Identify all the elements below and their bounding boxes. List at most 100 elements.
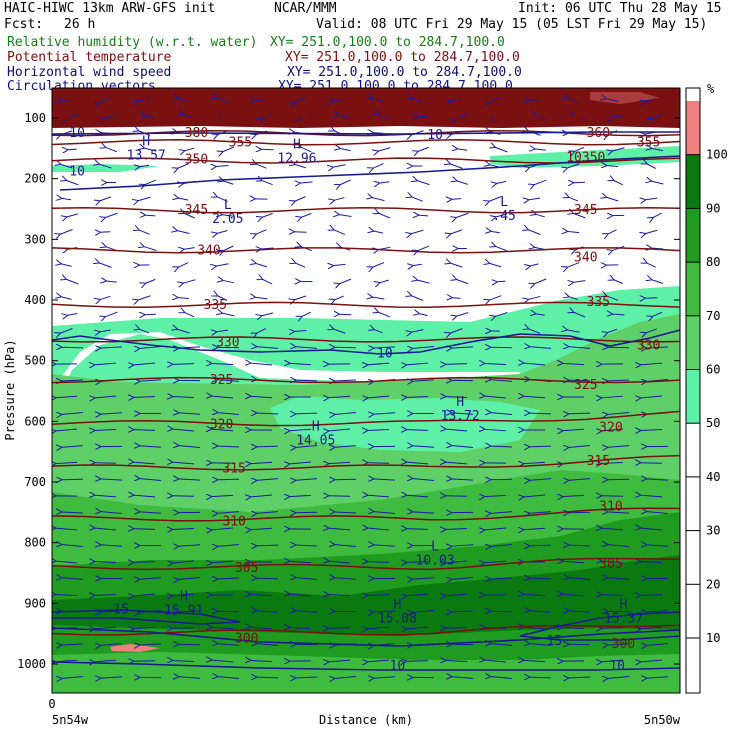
- vector-arrow: [172, 594, 195, 596]
- vector-arrow: [562, 561, 585, 563]
- vector-arrow: [100, 413, 123, 415]
- vector-arrow: [640, 528, 663, 530]
- theta-label-28: 300: [612, 637, 635, 652]
- vector-arrow: [55, 594, 78, 595]
- speed-contour-10-a: [59, 155, 680, 191]
- vector-arrow: [294, 164, 306, 169]
- vector-arrow: [373, 329, 383, 334]
- vector-arrow: [489, 97, 502, 103]
- vector-arrow: [379, 279, 389, 283]
- vector-arrow: [100, 479, 123, 480]
- theta-label-10: 345: [574, 203, 597, 218]
- vector-arrow: [333, 264, 346, 265]
- vector-arrow: [223, 181, 234, 185]
- vector-arrow: [640, 463, 663, 464]
- vector-arrow: [334, 413, 357, 415]
- vector-arrow: [646, 677, 669, 678]
- extremum-value-5: 14.05: [296, 434, 335, 449]
- y-tick-label-200: 200: [24, 172, 46, 186]
- vector-arrow: [94, 463, 117, 464]
- vector-arrow: [445, 364, 468, 365]
- vector-arrow: [451, 479, 474, 480]
- extremum-value-0: 13.57: [127, 148, 166, 163]
- theta-contour-320: [52, 410, 680, 427]
- vector-arrow: [652, 212, 662, 218]
- vector-arrow: [574, 146, 585, 151]
- vector-arrow: [490, 578, 513, 579]
- vector-arrow: [450, 229, 463, 234]
- x-end-label-left: 5n54w: [52, 713, 89, 727]
- vector-arrow: [528, 329, 541, 334]
- vector-arrow: [445, 594, 468, 596]
- vector-arrow: [217, 677, 240, 679]
- vector-arrow: [94, 429, 117, 430]
- vector-arrow: [183, 279, 196, 284]
- theta-contours: [52, 114, 680, 636]
- vector-arrow: [412, 446, 435, 447]
- vector-arrow: [133, 661, 156, 662]
- vector-arrow: [334, 677, 357, 679]
- vector-arrow: [139, 578, 162, 579]
- vector-arrow: [100, 677, 123, 678]
- vector-arrow: [406, 430, 429, 431]
- theta-contour-345: [52, 206, 680, 214]
- vector-arrow: [529, 263, 539, 266]
- colorbar-band-90: [686, 154, 700, 209]
- speed-label-3: 10: [377, 346, 393, 361]
- vector-arrow: [367, 562, 390, 563]
- rh-shading: [52, 88, 680, 693]
- vector-arrow: [144, 148, 157, 152]
- vector-arrow: [640, 430, 663, 431]
- theta-contour-404: [52, 114, 680, 122]
- vector-arrow: [67, 149, 77, 150]
- vector-arrow: [256, 229, 267, 235]
- vector-arrow: [60, 264, 72, 267]
- vector-arrow: [562, 363, 585, 364]
- speed-label-4: 15: [113, 602, 129, 617]
- vector-arrow: [607, 413, 630, 415]
- vector-arrow: [105, 114, 118, 119]
- vector-arrow: [256, 347, 279, 349]
- vector-arrow: [601, 528, 624, 530]
- x-tick-label-0: 0: [48, 697, 55, 711]
- vector-arrow: [256, 545, 279, 546]
- vector-arrow: [417, 180, 430, 186]
- vector-arrow: [613, 180, 624, 186]
- vector-arrow: [328, 594, 351, 595]
- vector-arrow: [606, 98, 619, 102]
- vector-arrow: [645, 98, 657, 101]
- vector-arrow: [496, 180, 507, 183]
- vector-arrow: [133, 363, 156, 365]
- vector-arrow: [178, 677, 201, 679]
- field-xy-vectors: XY= 251.0,100.0 to 284.7,100.0: [278, 79, 513, 94]
- vector-arrow: [378, 213, 390, 219]
- vector-arrow: [640, 660, 663, 662]
- theta-label-15: 330: [216, 335, 239, 350]
- vector-arrow: [256, 644, 279, 646]
- vector-arrow: [411, 296, 424, 301]
- vector-arrow: [250, 660, 273, 661]
- y-tick-label-1000: 1000: [17, 657, 46, 671]
- vector-arrow: [489, 165, 501, 168]
- vector-arrow: [651, 248, 664, 249]
- vector-arrow: [55, 660, 78, 662]
- vector-arrow: [94, 562, 117, 563]
- vector-arrow: [105, 311, 118, 317]
- vector-arrow: [562, 429, 585, 431]
- vector-arrow: [613, 280, 623, 284]
- vector-arrow: [300, 182, 313, 183]
- vector-arrow: [139, 347, 162, 349]
- vector-arrow: [144, 246, 157, 252]
- vector-arrow: [99, 330, 111, 332]
- y-tick-label-300: 300: [24, 232, 46, 246]
- vector-arrow: [606, 165, 619, 166]
- vector-arrow: [256, 380, 279, 382]
- extremum-value-1: 12.96: [277, 151, 316, 166]
- vector-arrow: [640, 396, 663, 398]
- vector-arrow: [568, 578, 591, 580]
- vector-arrow: [607, 446, 630, 448]
- vector-arrow: [99, 196, 111, 201]
- speed-label-2: 10: [69, 164, 85, 179]
- vector-arrow: [138, 295, 151, 300]
- vector-arrow: [417, 245, 430, 251]
